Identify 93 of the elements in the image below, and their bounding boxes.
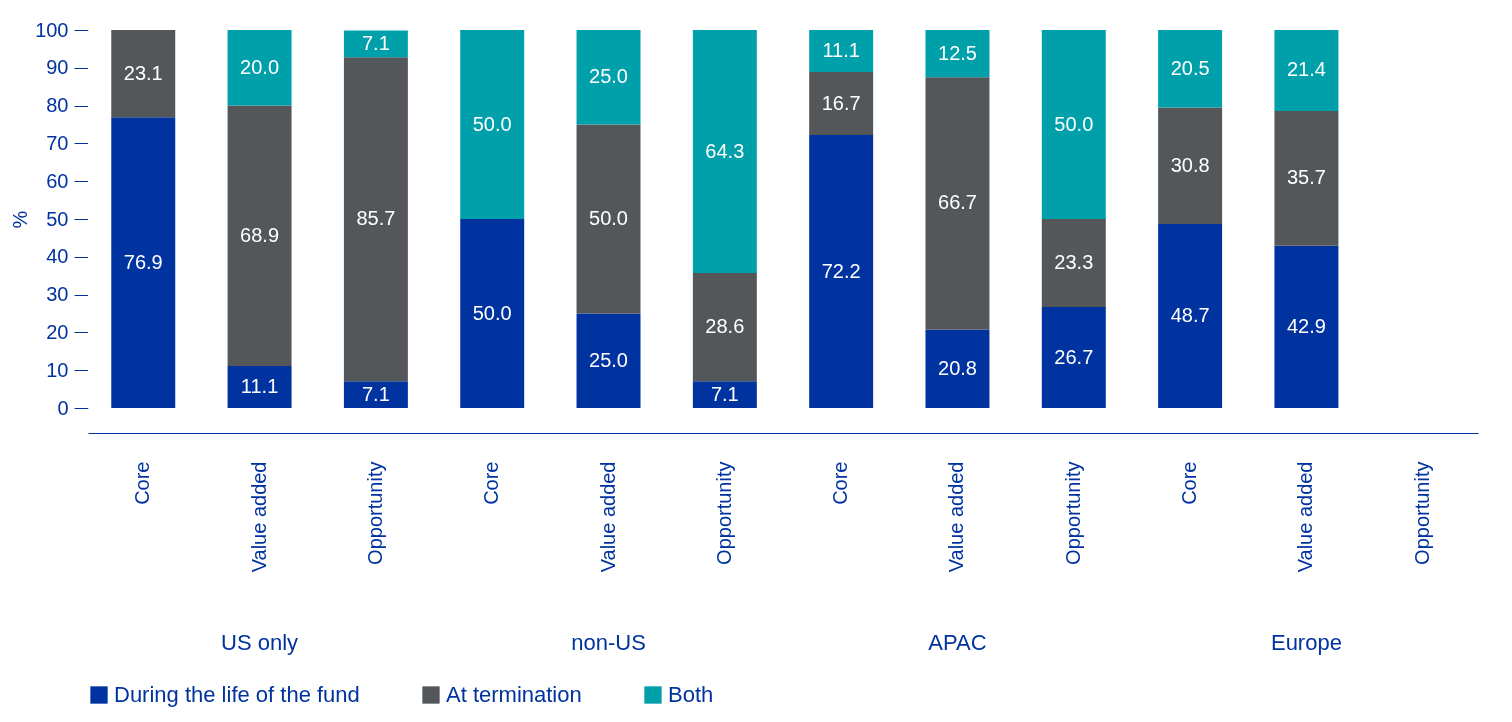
x-tick-label: Value added	[945, 461, 968, 573]
data-label: 20.8	[938, 356, 977, 379]
bar	[343, 57, 408, 382]
legend-label: At termination	[446, 682, 582, 707]
x-tick-label: Core	[829, 461, 852, 505]
data-label: 68.9	[240, 223, 280, 246]
data-label: 25.0	[589, 348, 628, 371]
bar	[1158, 107, 1223, 224]
legend-label: Both	[668, 682, 714, 707]
data-label: 23.3	[1054, 251, 1094, 274]
bar	[925, 30, 990, 78]
bar	[343, 381, 408, 408]
bar	[925, 77, 990, 330]
bar	[1041, 30, 1106, 219]
y-tick-label: 100	[35, 18, 69, 41]
bar	[692, 30, 757, 274]
y-tick-label: 80	[46, 94, 69, 117]
bar	[809, 30, 874, 72]
text: US only	[221, 630, 299, 655]
data-label: 72.2	[821, 259, 861, 282]
data-label: 85.7	[356, 207, 396, 230]
data-label: 35.7	[1286, 166, 1326, 189]
data-label: 50.0	[1054, 112, 1094, 135]
y-tick-label: 20	[46, 320, 69, 343]
text: APAC	[928, 630, 987, 655]
bar	[809, 71, 874, 136]
bar	[227, 105, 292, 367]
x-tick-label: Opportunity	[712, 461, 735, 565]
x-tick-label: Core	[480, 461, 503, 505]
bar	[111, 30, 176, 118]
bar	[576, 30, 641, 125]
data-label: 26.7	[1054, 345, 1094, 368]
data-label: 7.1	[361, 31, 390, 54]
x-tick-label: Value added	[247, 461, 270, 573]
bar	[111, 117, 176, 408]
x-tick-label: Core	[131, 461, 154, 505]
bar	[692, 381, 757, 408]
x-tick-label: Opportunity	[363, 461, 386, 565]
data-label: 48.7	[1170, 303, 1210, 326]
x-tick-label: Core	[1178, 461, 1201, 505]
data-label: 16.7	[821, 91, 861, 114]
data-label: 20.5	[1170, 56, 1210, 79]
x-tick-label: Value added	[1294, 461, 1317, 573]
data-label: 64.3	[705, 139, 745, 162]
bar	[809, 135, 874, 408]
legend-label: During the life of the fund	[114, 682, 360, 707]
data-label: 50.0	[472, 301, 512, 324]
y-axis-title: %	[9, 210, 32, 229]
data-label: 42.9	[1286, 314, 1326, 337]
data-label: 30.8	[1170, 153, 1210, 176]
data-label: 12.5	[938, 41, 977, 64]
bar	[227, 366, 292, 408]
y-tick-label: 10	[46, 358, 69, 381]
bar	[343, 30, 408, 58]
bar	[1274, 30, 1339, 111]
bar	[576, 313, 641, 408]
bar	[460, 30, 525, 219]
data-label: 7.1	[361, 382, 390, 405]
data-label: 76.9	[123, 250, 163, 273]
y-tick-label: 50	[46, 207, 69, 230]
data-label: 7.1	[710, 382, 739, 405]
bar	[692, 273, 757, 382]
bar	[1041, 307, 1106, 408]
x-tick-label: Opportunity	[1061, 461, 1084, 565]
x-tick-label: Opportunity	[1410, 461, 1433, 565]
data-label: 50.0	[472, 112, 512, 135]
bar	[1158, 223, 1223, 408]
text: non-US	[571, 630, 646, 655]
y-tick-label: 90	[46, 56, 69, 79]
data-label: 11.1	[240, 375, 279, 398]
data-label: 28.6	[705, 315, 745, 338]
data-label: 21.4	[1286, 58, 1326, 81]
data-label: 11.1	[822, 38, 860, 61]
bar	[1158, 30, 1223, 108]
y-tick-label: 60	[46, 169, 69, 192]
data-label: 66.7	[938, 191, 977, 214]
data-label: 20.0	[240, 55, 280, 78]
y-tick-label: 30	[46, 283, 69, 306]
x-tick-label: Value added	[596, 461, 619, 573]
bar	[576, 124, 641, 314]
bar	[1274, 245, 1339, 408]
text: Europe	[1270, 630, 1342, 655]
data-label: 25.0	[589, 65, 628, 88]
y-tick-label: 70	[46, 131, 69, 154]
bar	[227, 30, 292, 106]
bar	[1041, 219, 1106, 308]
bar	[460, 219, 525, 408]
y-tick-label: 40	[46, 245, 69, 268]
data-label: 50.0	[589, 207, 628, 229]
bar	[1274, 110, 1339, 246]
y-tick-label: 0	[57, 396, 69, 419]
bar	[925, 329, 990, 408]
data-label: 23.1	[123, 61, 163, 84]
